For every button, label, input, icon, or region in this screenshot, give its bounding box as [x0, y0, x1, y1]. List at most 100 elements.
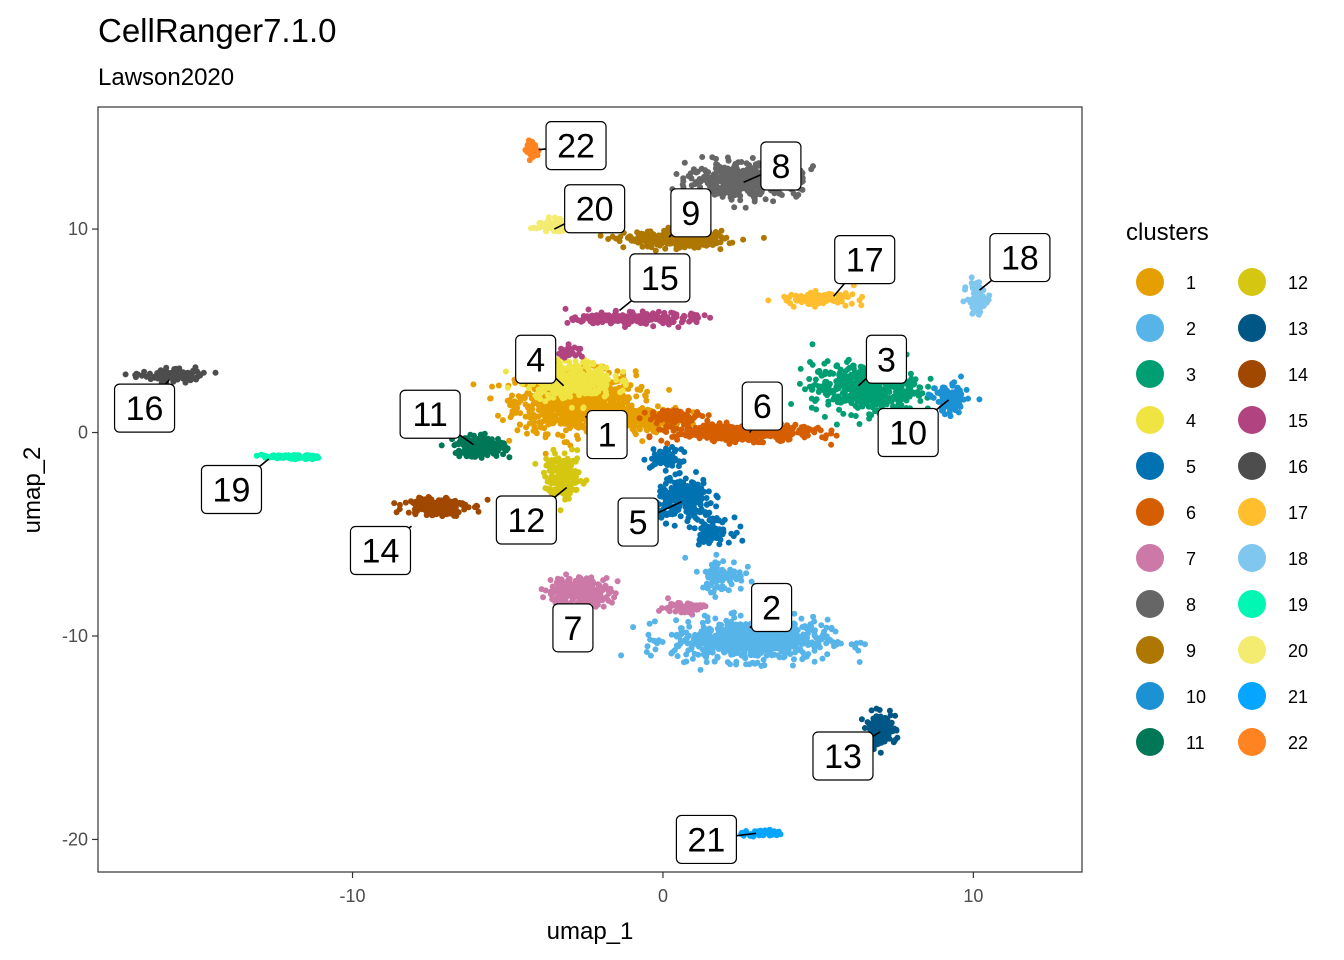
data-point — [663, 429, 670, 435]
data-point — [864, 389, 870, 395]
data-point — [585, 359, 592, 365]
data-point — [667, 453, 674, 460]
data-point — [760, 234, 767, 241]
data-point — [963, 386, 970, 393]
data-point — [600, 577, 607, 584]
data-point — [686, 426, 693, 432]
data-point — [942, 386, 949, 393]
data-point — [626, 233, 633, 240]
data-point — [582, 589, 589, 596]
data-point — [718, 641, 725, 648]
data-point — [809, 386, 815, 393]
data-point — [575, 436, 581, 442]
data-point — [848, 641, 855, 648]
data-point — [673, 171, 680, 177]
data-point — [557, 420, 564, 427]
data-point — [612, 372, 619, 379]
data-point — [716, 541, 723, 548]
data-point — [724, 165, 731, 172]
data-point — [863, 400, 870, 407]
data-point — [721, 171, 728, 178]
data-point — [685, 618, 692, 625]
data-point — [646, 434, 653, 441]
data-point — [818, 622, 825, 629]
data-point — [683, 508, 690, 515]
data-point — [639, 438, 646, 445]
data-point — [597, 232, 604, 239]
data-point — [801, 623, 808, 630]
data-point — [686, 524, 693, 531]
data-point — [580, 359, 587, 366]
data-point — [594, 401, 601, 408]
data-point — [677, 513, 684, 520]
data-point — [620, 368, 627, 375]
data-point — [705, 488, 712, 495]
data-point — [666, 386, 673, 393]
data-point — [743, 160, 750, 167]
data-point — [792, 649, 798, 656]
data-point — [760, 656, 767, 663]
data-point — [669, 601, 676, 608]
data-point — [680, 458, 687, 465]
data-point — [715, 633, 722, 639]
data-point — [589, 359, 596, 366]
data-point — [856, 421, 863, 427]
data-point — [836, 370, 843, 377]
data-point — [853, 376, 860, 382]
data-point — [716, 163, 723, 170]
data-point — [571, 414, 578, 421]
data-point — [699, 154, 706, 160]
data-point — [585, 365, 592, 372]
data-point — [725, 587, 732, 594]
data-point — [749, 155, 756, 161]
data-point — [939, 394, 946, 401]
data-point — [731, 514, 738, 521]
data-point — [560, 581, 567, 587]
data-point — [701, 521, 708, 528]
data-point — [776, 638, 783, 644]
data-point — [852, 395, 858, 402]
chart-subtitle: Lawson2020 — [98, 64, 234, 91]
data-point — [802, 386, 808, 393]
data-point — [925, 391, 932, 398]
data-point — [779, 648, 785, 655]
data-point — [684, 431, 691, 438]
data-point — [708, 516, 715, 522]
data-point — [688, 490, 694, 497]
data-point — [711, 186, 718, 193]
data-point — [662, 467, 669, 474]
data-point — [816, 367, 823, 374]
data-point — [572, 358, 579, 365]
data-point — [553, 579, 560, 586]
data-point — [546, 394, 553, 401]
data-point — [747, 652, 754, 659]
data-point — [647, 636, 654, 643]
data-point — [727, 639, 734, 646]
data-point — [702, 167, 709, 174]
data-point — [791, 644, 798, 651]
data-point — [925, 383, 932, 390]
data-point — [563, 571, 570, 578]
data-point — [504, 384, 511, 391]
data-point — [855, 647, 862, 654]
data-point — [883, 388, 890, 395]
data-point — [598, 376, 605, 382]
data-point — [654, 414, 661, 421]
data-point — [708, 580, 715, 587]
data-point — [717, 246, 724, 253]
data-point — [830, 639, 836, 646]
data-point — [699, 633, 706, 640]
data-point — [602, 402, 609, 409]
data-point — [890, 403, 896, 410]
data-point — [584, 597, 591, 604]
data-point — [810, 613, 817, 620]
data-point — [735, 159, 742, 166]
data-point — [850, 362, 857, 369]
data-point — [752, 192, 759, 199]
data-point — [684, 518, 691, 525]
data-point — [573, 579, 580, 586]
data-point — [840, 381, 847, 388]
data-point — [720, 529, 727, 536]
data-point — [697, 508, 704, 515]
data-point — [525, 390, 532, 397]
